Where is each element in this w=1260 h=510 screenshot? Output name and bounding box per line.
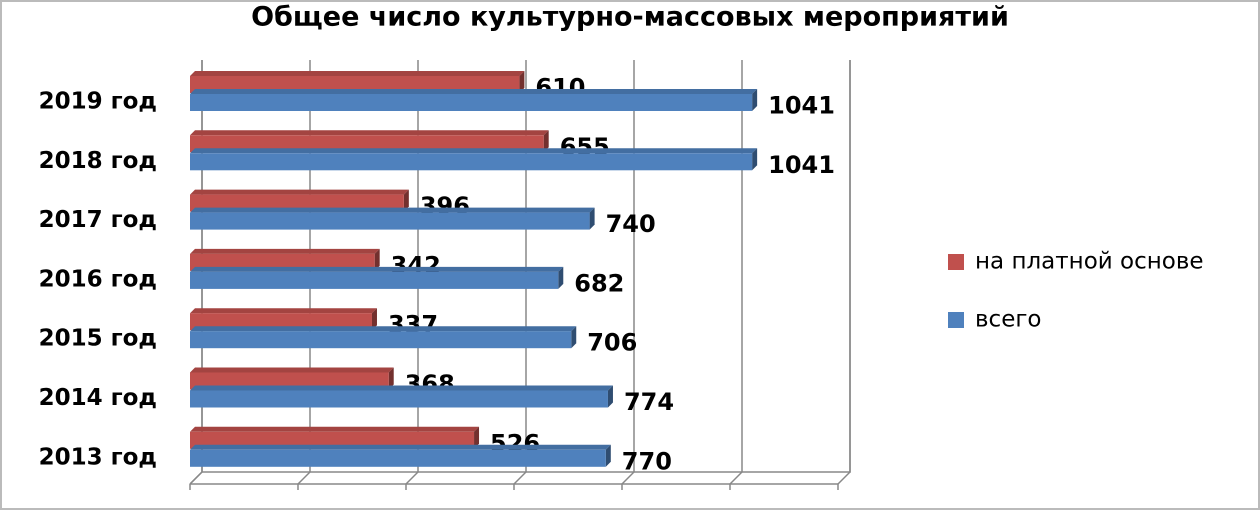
value-label: 770: [622, 447, 672, 475]
bar-top: [190, 426, 480, 432]
value-label: 774: [624, 388, 674, 416]
bar-top: [190, 130, 549, 136]
chart-title: Общее число культурно-массовых мероприят…: [251, 2, 1009, 33]
legend-swatch: [948, 254, 964, 270]
grid-line: [405, 60, 419, 485]
y-tick-label: 2013 год: [39, 444, 157, 470]
y-tick-label: 2019 год: [39, 89, 157, 115]
bar: [190, 212, 590, 230]
bar-top: [190, 89, 758, 94]
value-label: 1041: [768, 151, 835, 179]
grid-line: [837, 60, 851, 485]
bar-side: [752, 148, 758, 171]
bar-top: [190, 189, 409, 195]
legend: на платной основе всего: [948, 249, 1204, 333]
bar: [190, 194, 404, 212]
bar-side: [752, 89, 758, 111]
y-tick-label: 2017 год: [39, 207, 157, 233]
bar-side: [571, 326, 577, 349]
bar-top: [190, 385, 613, 391]
bar: [190, 253, 375, 271]
bar-side: [589, 207, 595, 230]
bar-side: [374, 248, 380, 271]
bar: [190, 390, 608, 408]
bar: [190, 76, 520, 93]
bar-side: [388, 367, 394, 390]
y-tick-label: 2016 год: [39, 266, 157, 292]
bar-top: [190, 367, 394, 373]
bar-top: [190, 308, 377, 314]
value-label: 740: [606, 210, 656, 238]
bar-top: [190, 71, 525, 76]
grid-line: [621, 60, 635, 485]
bar-top: [190, 266, 564, 272]
legend-label: всего: [975, 307, 1042, 333]
y-tick-label: 2018 год: [39, 148, 157, 174]
bar-side: [558, 266, 564, 289]
bar-top: [190, 326, 577, 332]
bar: [190, 153, 753, 171]
bar-side: [371, 308, 377, 331]
bar: [190, 313, 372, 331]
bar-side: [519, 71, 525, 93]
grid-line: [513, 60, 527, 485]
legend-label: на платной основе: [975, 249, 1204, 275]
bar-side: [605, 444, 611, 467]
bar: [190, 449, 606, 467]
bar: [190, 431, 475, 449]
y-tick-label: 2014 год: [39, 385, 157, 411]
bar: [190, 135, 544, 153]
bar-top: [190, 248, 380, 254]
bar: [190, 331, 572, 349]
bar-side: [543, 130, 549, 153]
bar: [190, 94, 753, 111]
bar-side: [607, 385, 613, 408]
bar: [190, 271, 559, 289]
bar-top: [190, 444, 611, 450]
bar-top: [190, 207, 595, 213]
legend-swatch: [948, 312, 964, 328]
bar: [190, 372, 389, 390]
bar-side: [403, 189, 409, 212]
bar-side: [474, 426, 480, 449]
value-label: 682: [574, 269, 624, 297]
bar-top: [190, 148, 758, 154]
value-label: 706: [587, 329, 637, 357]
grid-line: [729, 60, 743, 485]
y-tick-label: 2015 год: [39, 326, 157, 352]
value-label: 1041: [768, 92, 835, 120]
